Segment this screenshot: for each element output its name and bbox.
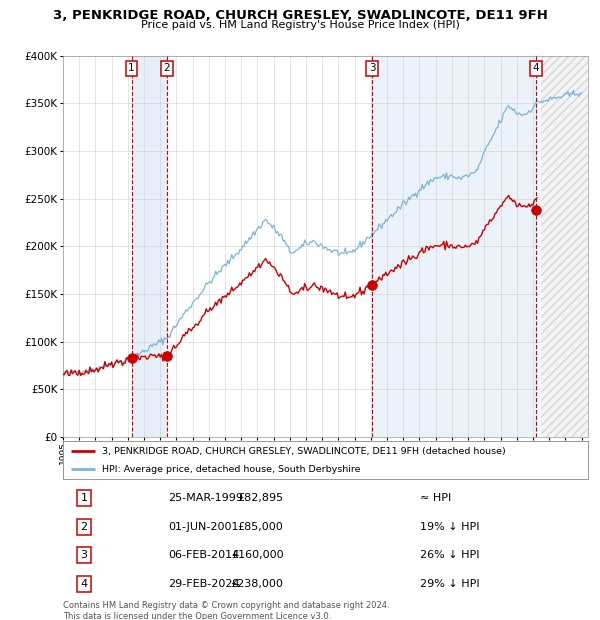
Text: ≈ HPI: ≈ HPI — [420, 493, 451, 503]
Text: 06-FEB-2014: 06-FEB-2014 — [168, 551, 239, 560]
Text: 3, PENKRIDGE ROAD, CHURCH GRESLEY, SWADLINCOTE, DE11 9FH (detached house): 3, PENKRIDGE ROAD, CHURCH GRESLEY, SWADL… — [103, 447, 506, 456]
Text: £160,000: £160,000 — [231, 551, 284, 560]
Bar — [131, 56, 167, 437]
Text: 2: 2 — [80, 521, 88, 531]
Text: Contains HM Land Registry data © Crown copyright and database right 2024.
This d: Contains HM Land Registry data © Crown c… — [63, 601, 389, 620]
Text: 4: 4 — [80, 579, 88, 589]
Text: 2: 2 — [164, 63, 170, 73]
Text: 4: 4 — [532, 63, 539, 73]
Text: 3: 3 — [369, 63, 376, 73]
Text: 1: 1 — [128, 63, 135, 73]
Bar — [373, 56, 536, 437]
Text: 29% ↓ HPI: 29% ↓ HPI — [420, 579, 479, 589]
Text: 3: 3 — [80, 551, 88, 560]
Text: 01-JUN-2001: 01-JUN-2001 — [168, 521, 239, 531]
Text: HPI: Average price, detached house, South Derbyshire: HPI: Average price, detached house, Sout… — [103, 465, 361, 474]
Text: 3, PENKRIDGE ROAD, CHURCH GRESLEY, SWADLINCOTE, DE11 9FH: 3, PENKRIDGE ROAD, CHURCH GRESLEY, SWADL… — [53, 9, 547, 22]
Text: 1: 1 — [80, 493, 88, 503]
Text: £85,000: £85,000 — [238, 521, 284, 531]
Text: 25-MAR-1999: 25-MAR-1999 — [168, 493, 243, 503]
Text: Price paid vs. HM Land Registry's House Price Index (HPI): Price paid vs. HM Land Registry's House … — [140, 20, 460, 30]
Text: £82,895: £82,895 — [238, 493, 284, 503]
Text: 29-FEB-2024: 29-FEB-2024 — [168, 579, 239, 589]
Text: 19% ↓ HPI: 19% ↓ HPI — [420, 521, 479, 531]
Text: £238,000: £238,000 — [230, 579, 284, 589]
Text: 26% ↓ HPI: 26% ↓ HPI — [420, 551, 479, 560]
